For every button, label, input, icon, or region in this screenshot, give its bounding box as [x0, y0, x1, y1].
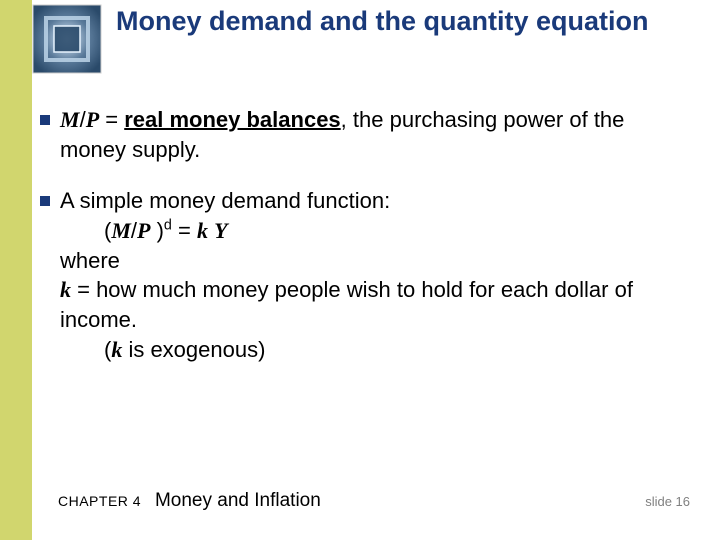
bullet-2-line1: A simple money demand function: [60, 186, 680, 216]
bullet-2: A simple money demand function: (M/P )d … [40, 186, 680, 364]
bullet-square-icon [40, 115, 50, 125]
bullet-square-icon [40, 196, 50, 206]
chapter-label: CHAPTER 4 [58, 493, 141, 509]
header: Money demand and the quantity equation [32, 4, 710, 74]
bullet-1-term: real money balances [124, 107, 340, 132]
bullet-1-prefix: M/P = [60, 107, 124, 132]
bullet-2-where: where [60, 246, 680, 276]
bullet-2-k-def: k = how much money people wish to hold f… [60, 275, 680, 334]
bullet-1: M/P = real money balances, the purchasin… [40, 105, 680, 164]
footer: CHAPTER 4 Money and Inflation slide 16 [58, 490, 690, 512]
slide-number: slide 16 [645, 494, 690, 509]
bullet-2-text: A simple money demand function: (M/P )d … [60, 186, 680, 364]
content-area: M/P = real money balances, the purchasin… [40, 105, 680, 387]
chapter-title: Money and Inflation [155, 490, 321, 511]
bullet-2-equation: (M/P )d = k Y [60, 216, 680, 246]
slide-title: Money demand and the quantity equation [116, 4, 649, 37]
bullet-2-k-note: (k is exogenous) [60, 335, 680, 365]
slide: Money demand and the quantity equation M… [0, 0, 720, 540]
bullet-1-text: M/P = real money balances, the purchasin… [60, 105, 680, 164]
chapter-info: CHAPTER 4 Money and Inflation [58, 490, 321, 512]
left-accent-bar [0, 0, 32, 540]
slide-icon [32, 4, 102, 74]
